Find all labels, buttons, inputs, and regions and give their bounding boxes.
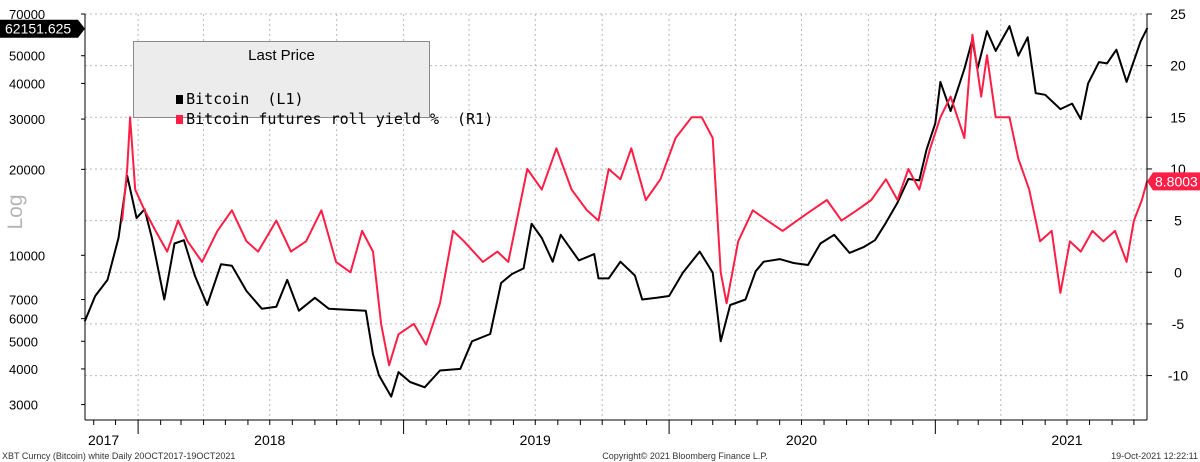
y-axis-label: Log [4, 194, 27, 229]
right-tick-label: 0 [1174, 264, 1182, 280]
left-tick-label: 7000 [9, 293, 38, 308]
right-tick-label: 20 [1170, 58, 1186, 74]
legend: Last Price Bitcoin (L1) Bitcoin futures … [133, 41, 493, 128]
left-tick-label: 30000 [9, 112, 45, 127]
left-tick-label: 6000 [9, 312, 38, 327]
left-tick-label: 3000 [9, 398, 38, 413]
left-tick-label: 40000 [9, 76, 45, 91]
x-tick-label: 2020 [786, 432, 817, 448]
axes [81, 13, 1152, 434]
series-line-roll-yield [121, 33, 1148, 367]
legend-title: Last Price [248, 47, 315, 64]
series-layer [84, 25, 1148, 398]
x-tick-label: 2019 [520, 432, 551, 448]
footer-center: Copyright© 2021 Bloomberg Finance L.P. [602, 451, 768, 461]
legend-label-roll-yield: Bitcoin futures roll yield % (R1) [186, 110, 494, 128]
left-tick-label: 70000 [9, 7, 45, 22]
left-tick-label: 5000 [9, 334, 38, 349]
legend-item-bitcoin: Bitcoin (L1) [140, 72, 304, 126]
legend-item-roll-yield: Bitcoin futures roll yield % (R1) [140, 92, 493, 146]
last-value-left: 62151.625 [5, 21, 71, 37]
last-value-tag-left [0, 19, 85, 38]
legend-swatch-bitcoin [176, 95, 184, 104]
right-tick-label: -10 [1168, 368, 1188, 384]
right-tick-label: -5 [1172, 316, 1185, 332]
left-tick-label: 4000 [9, 362, 38, 377]
right-tick-label: 25 [1170, 6, 1186, 22]
x-tick-label: 2017 [88, 432, 119, 448]
left-tick-label: 10000 [9, 248, 45, 263]
last-value-right: 8.8003 [1155, 173, 1198, 189]
left-tick-label: 50000 [9, 49, 45, 64]
x-tick-label: 2018 [254, 432, 285, 448]
legend-label-bitcoin: Bitcoin (L1) [186, 90, 304, 108]
right-tick-label: 5 [1174, 213, 1182, 229]
last-value-tag-right [1147, 172, 1200, 191]
x-tick-label: 2021 [1051, 432, 1082, 448]
series-line-bitcoin [84, 25, 1148, 398]
legend-swatch-roll-yield [176, 115, 184, 124]
footer-left: XBT Curncy (Bitcoin) white Daily 20OCT20… [2, 451, 235, 461]
left-tick-label: 20000 [9, 162, 45, 177]
right-tick-label: 15 [1170, 109, 1186, 125]
axis-labels: -10-505101520253000400050006000700010000… [0, 6, 1200, 448]
footer-right: 19-Oct-2021 12:22:11 [1111, 451, 1198, 461]
